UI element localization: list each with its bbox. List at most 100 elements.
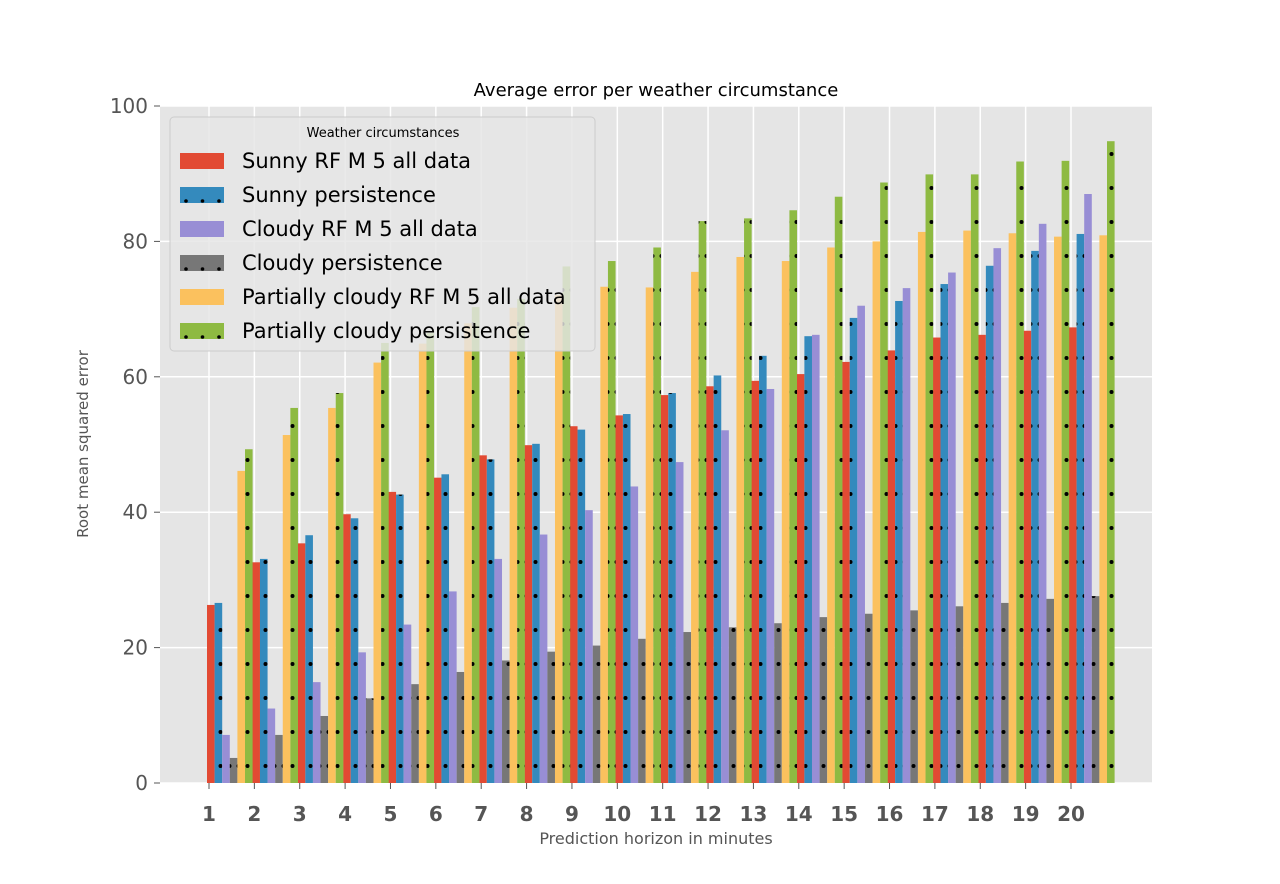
bar-hatch xyxy=(1046,598,1055,783)
legend-label: Cloudy persistence xyxy=(242,251,443,275)
x-tick-label: 4 xyxy=(338,802,352,826)
x-tick-label: 17 xyxy=(921,802,949,826)
bar-hatch xyxy=(456,671,465,783)
legend-hatch-dot xyxy=(200,199,205,203)
bar xyxy=(373,362,382,783)
bar-hatch xyxy=(547,651,555,783)
legend-hatch-dot xyxy=(184,199,188,203)
bar-hatch xyxy=(1061,160,1070,784)
x-tick-label: 11 xyxy=(649,802,677,826)
bar xyxy=(252,562,260,783)
bar-hatch xyxy=(577,429,586,783)
bar-hatch xyxy=(1091,596,1100,783)
bar xyxy=(1054,236,1062,783)
bar xyxy=(1069,327,1077,783)
bar xyxy=(388,491,397,783)
x-tick-label: 3 xyxy=(293,802,307,826)
bar xyxy=(948,272,956,783)
x-axis-label: Prediction horizon in minutes xyxy=(539,829,772,848)
bar-hatch xyxy=(759,355,767,783)
bar xyxy=(630,486,639,783)
bar xyxy=(827,247,835,784)
legend-item: Cloudy persistence xyxy=(180,251,443,275)
bar-hatch xyxy=(502,660,510,783)
legend-hatch-dot xyxy=(200,267,205,271)
x-tick-label: 1 xyxy=(202,802,216,826)
bar xyxy=(811,334,820,783)
bar-hatch xyxy=(880,182,888,783)
bar-hatch xyxy=(698,221,707,784)
x-tick-label: 12 xyxy=(694,802,722,826)
bar xyxy=(736,256,745,784)
bar-hatch xyxy=(744,218,752,783)
bar-hatch xyxy=(1107,141,1115,783)
legend-item: Sunny RF M 5 all data xyxy=(180,149,471,173)
x-tick-label: 8 xyxy=(520,802,534,826)
chart-title: Average error per weather circumstance xyxy=(474,80,839,101)
bar-hatch xyxy=(214,602,223,783)
bar-hatch xyxy=(638,638,646,783)
bar-hatch xyxy=(668,393,676,783)
bar-hatch xyxy=(245,449,253,783)
bar xyxy=(524,445,533,783)
bar xyxy=(872,241,881,783)
legend-item: Sunny persistence xyxy=(180,183,436,207)
bar xyxy=(1099,235,1107,783)
bar xyxy=(691,271,699,783)
bar-hatch xyxy=(426,332,435,783)
x-tick-label: 10 xyxy=(603,802,631,826)
bar xyxy=(297,543,306,783)
bar xyxy=(766,388,775,783)
legend-item: Cloudy RF M 5 all data xyxy=(180,217,478,241)
bar-hatch xyxy=(683,632,692,783)
bar xyxy=(645,287,654,783)
bar-hatch xyxy=(350,518,359,783)
x-tick-label: 7 xyxy=(474,802,488,826)
bar xyxy=(1023,330,1032,783)
bar xyxy=(706,386,714,783)
x-tick-label: 15 xyxy=(830,802,858,826)
bar-hatch xyxy=(834,196,843,784)
bar-hatch xyxy=(925,174,934,783)
bar xyxy=(796,374,805,783)
bar-hatch xyxy=(1016,161,1024,783)
bar-hatch xyxy=(653,247,661,784)
bar-hatch xyxy=(774,623,782,783)
bar xyxy=(781,261,790,783)
bar xyxy=(842,361,850,783)
bar xyxy=(857,305,865,783)
bar xyxy=(207,604,215,783)
bar xyxy=(1038,223,1047,784)
bar-hatch xyxy=(441,474,450,783)
bar xyxy=(328,407,336,783)
bar xyxy=(494,558,503,783)
bar-hatch xyxy=(804,336,812,783)
bar-hatch xyxy=(471,307,480,783)
bar-hatch xyxy=(970,174,979,783)
bar-hatch xyxy=(396,494,404,783)
bar xyxy=(902,288,911,783)
x-tick-label: 13 xyxy=(739,802,767,826)
series-4 xyxy=(229,596,1100,784)
y-axis-label: Root mean squared error xyxy=(74,349,92,538)
bar-hatch xyxy=(819,617,828,783)
bar-hatch xyxy=(1001,602,1009,783)
bar xyxy=(222,734,230,783)
legend-swatch xyxy=(180,323,224,339)
bar xyxy=(449,591,457,783)
bar-hatch xyxy=(789,210,798,783)
bar xyxy=(479,455,487,783)
legend-frame xyxy=(169,116,596,352)
bar xyxy=(978,334,986,783)
legend-swatch xyxy=(180,153,224,169)
bar xyxy=(554,294,563,783)
bar xyxy=(751,380,760,783)
x-tick-label: 9 xyxy=(565,802,579,826)
bar-hatch xyxy=(411,684,419,783)
y-tick-label: 80 xyxy=(123,229,148,253)
bar xyxy=(343,514,351,783)
bar-hatch xyxy=(1031,250,1039,783)
y-tick-label: 40 xyxy=(123,500,148,524)
